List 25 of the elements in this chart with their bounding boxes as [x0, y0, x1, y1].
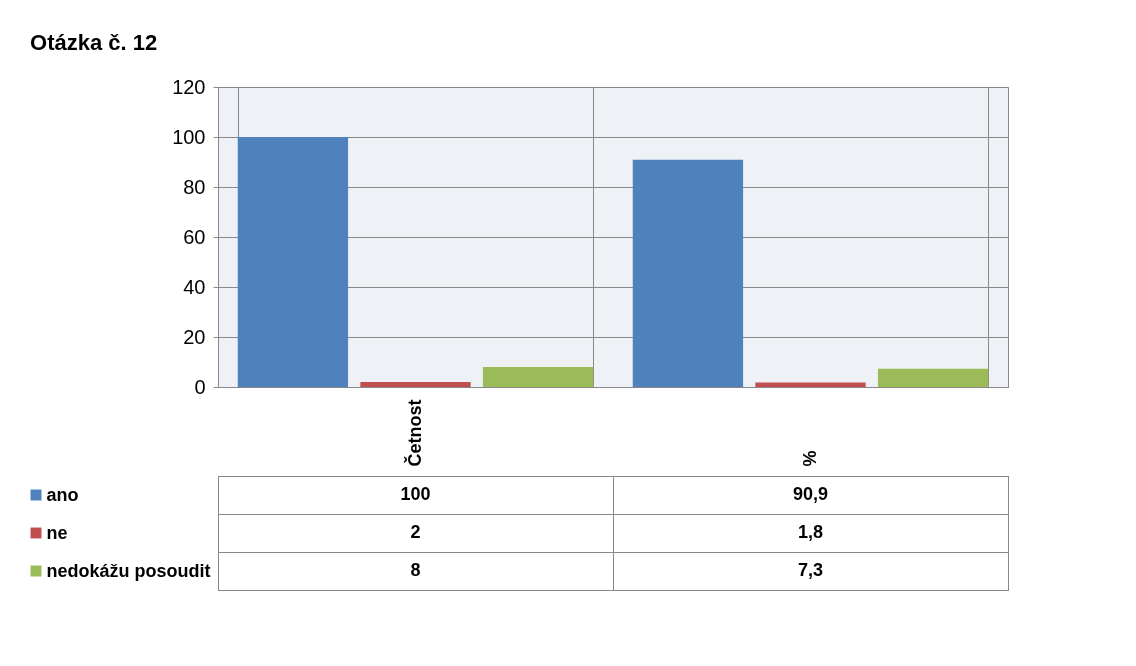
- y-tick-label: 100: [172, 125, 206, 148]
- legend-label: ne: [46, 522, 68, 543]
- data-label: 100: [400, 484, 431, 504]
- bar: [482, 367, 594, 387]
- bar: [360, 382, 471, 387]
- bar: [237, 137, 349, 387]
- legend-label: nedokážu posoudit: [46, 560, 211, 581]
- data-label: 2: [410, 522, 421, 542]
- y-tick-label: 40: [183, 275, 206, 298]
- chart-title: Otázka č. 12: [30, 29, 158, 55]
- legend-label: ano: [46, 484, 79, 505]
- bar: [877, 368, 989, 387]
- y-tick-label: 0: [194, 375, 206, 398]
- y-tick-label: 60: [183, 225, 206, 248]
- data-label: 1,8: [797, 522, 824, 542]
- data-label: 8: [410, 560, 421, 580]
- y-tick-label: 80: [183, 175, 206, 198]
- data-label: 7,3: [797, 560, 824, 580]
- bar: [755, 382, 866, 387]
- y-tick-label: 20: [183, 325, 206, 348]
- data-label: 90,9: [792, 484, 829, 504]
- x-tick-label: %: [800, 450, 820, 467]
- x-tick-label: Četnost: [404, 399, 425, 467]
- bar: [632, 159, 744, 387]
- y-tick-label: 120: [172, 75, 206, 98]
